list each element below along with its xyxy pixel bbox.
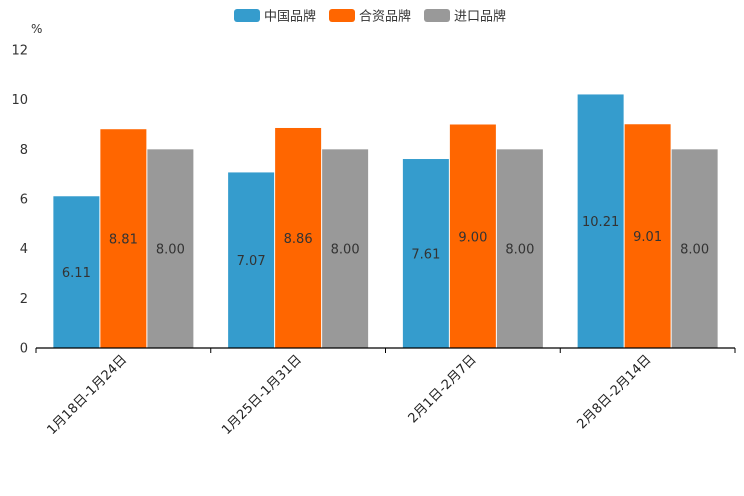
y-tick-label-3: 6 bbox=[20, 193, 28, 208]
legend-label-0: 中国品牌 bbox=[264, 9, 316, 25]
bar-1-1 bbox=[275, 127, 322, 348]
bar-1-2 bbox=[449, 124, 496, 348]
bar-0-3 bbox=[577, 94, 624, 349]
legend-label-2: 进口品牌 bbox=[454, 9, 506, 25]
x-category-label-3: 2月8日-2月14日 bbox=[575, 352, 655, 432]
y-tick-label-0: 0 bbox=[20, 342, 28, 357]
data-label-1-2: 9.00 bbox=[458, 230, 487, 245]
bar-2-0 bbox=[147, 149, 194, 348]
legend-swatch-2 bbox=[424, 9, 450, 22]
x-category-label-1: 1月25日-1月31日 bbox=[219, 352, 305, 438]
data-label-2-3: 8.00 bbox=[680, 243, 709, 258]
data-label-1-3: 9.01 bbox=[633, 230, 662, 245]
data-labels: 6.11 8.81 8.00 7.07 8.86 8.00 7.61 9.00 8.00 10.2… bbox=[62, 215, 709, 281]
data-label-1-1: 8.86 bbox=[284, 232, 313, 247]
legend: 中国品牌 合资品牌 进口品牌 bbox=[234, 9, 506, 25]
data-label-0-1: 7.07 bbox=[237, 254, 266, 269]
y-tick-label-6: 12 bbox=[11, 44, 28, 59]
bar-1-3 bbox=[624, 124, 671, 348]
data-label-1-0: 8.81 bbox=[109, 233, 138, 248]
bars bbox=[53, 94, 718, 349]
legend-swatch-1 bbox=[329, 9, 355, 22]
bar-0-2 bbox=[402, 159, 449, 348]
legend-label-1: 合资品牌 bbox=[359, 9, 411, 25]
x-category-label-0: 1月18日-1月24日 bbox=[44, 352, 130, 438]
bar-2-2 bbox=[496, 149, 543, 348]
x-axis-ticks: 1月18日-1月24日 1月25日-1月31日 2月1日-2月7日 2月8日-2月14… bbox=[35, 348, 736, 438]
data-label-0-2: 7.61 bbox=[411, 248, 440, 263]
y-axis-ticks: 0 2 4 6 8 10 12 bbox=[11, 44, 28, 357]
data-label-2-1: 8.00 bbox=[331, 243, 360, 258]
bar-0-0 bbox=[53, 196, 100, 348]
bar-0-1 bbox=[228, 172, 275, 348]
data-label-0-0: 6.11 bbox=[62, 266, 91, 281]
y-tick-label-5: 10 bbox=[11, 93, 28, 108]
y-tick-label-4: 8 bbox=[20, 143, 28, 158]
y-axis-unit-label: % bbox=[31, 22, 42, 36]
bar-2-1 bbox=[322, 149, 369, 348]
y-tick-label-1: 2 bbox=[20, 292, 28, 307]
x-category-label-2: 2月1日-2月7日 bbox=[406, 352, 480, 426]
legend-swatch-0 bbox=[234, 9, 260, 22]
bar-2-3 bbox=[671, 149, 718, 348]
data-label-2-0: 8.00 bbox=[156, 243, 185, 258]
data-label-0-3: 10.21 bbox=[582, 215, 619, 230]
y-tick-label-2: 4 bbox=[20, 242, 28, 257]
bar-1-0 bbox=[100, 129, 147, 348]
data-label-2-2: 8.00 bbox=[505, 243, 534, 258]
